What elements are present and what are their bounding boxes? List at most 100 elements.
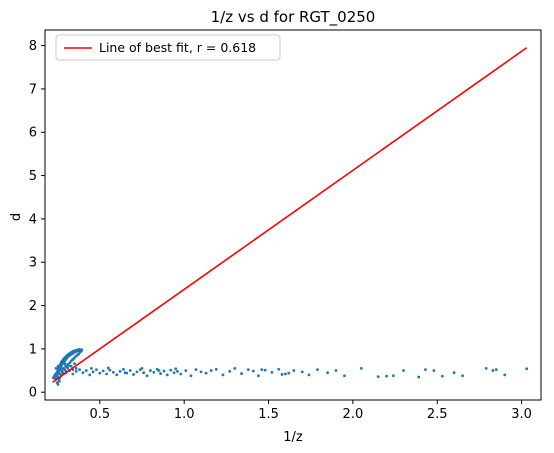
scatter-point-131: [209, 369, 213, 372]
scatter-point-20: [57, 379, 61, 383]
x-tick-label-0: 0.5: [89, 407, 110, 422]
scatter-point-143: [284, 372, 287, 376]
scatter-point-142: [277, 367, 281, 371]
scatter-point-160: [452, 371, 456, 375]
y-tick-label-5: 5: [29, 169, 37, 184]
scatter-point-103: [105, 372, 108, 376]
scatter-point-171: [106, 366, 110, 370]
scatter-point-137: [246, 368, 250, 372]
scatter-point-159: [440, 374, 444, 378]
scatter-point-11: [55, 373, 59, 377]
scatter-point-98: [88, 373, 92, 377]
scatter-point-114: [142, 371, 146, 375]
legend-entry-best-fit: Line of best fit, r = 0.618: [99, 40, 256, 55]
scatter-point-95: [78, 368, 81, 372]
scatter-point-155: [402, 369, 405, 372]
scatter-point-78: [54, 366, 58, 370]
scatter-point-146: [307, 373, 311, 377]
scatter-point-123: [172, 371, 176, 375]
y-tick-label-3: 3: [29, 256, 37, 271]
scatter-point-127: [189, 374, 193, 378]
scatter-point-119: [159, 372, 162, 375]
scatter-point-162: [484, 366, 488, 370]
scatter-point-136: [240, 372, 243, 375]
scatter-point-79: [56, 364, 60, 368]
scatter-point-141: [270, 370, 274, 374]
scatter-point-81: [59, 367, 63, 371]
scatter-point-101: [98, 371, 102, 375]
scatter-point-128: [194, 368, 198, 372]
scatter-point-100: [95, 368, 98, 372]
scatter-point-173: [140, 366, 144, 370]
scatter-point-104: [108, 368, 112, 372]
scatter-point-158: [432, 369, 436, 372]
scatter-point-157: [424, 368, 427, 372]
scatter-point-135: [233, 366, 237, 370]
scatter-point-94: [74, 370, 78, 373]
scatter-point-77: [80, 348, 84, 352]
x-tick-label-3: 2.0: [343, 407, 364, 422]
scatter-point-161: [461, 374, 464, 378]
scatter-point-148: [326, 371, 329, 375]
y-tick-label-4: 4: [29, 212, 37, 227]
scatter-point-90: [74, 366, 78, 370]
scatter-point-115: [145, 374, 149, 378]
scatter-point-117: [152, 370, 156, 374]
scatter-point-130: [204, 371, 208, 375]
scatter-point-116: [149, 369, 152, 372]
scatter-point-174: [157, 369, 161, 372]
x-tick-label-2: 1.5: [258, 407, 279, 422]
scatter-point-96: [81, 371, 85, 375]
plot-marks: [52, 47, 529, 386]
scatter-point-152: [376, 375, 380, 378]
scatter-point-151: [359, 366, 363, 370]
scatter-point-124: [176, 370, 179, 373]
scatter-point-99: [91, 370, 95, 374]
chart-title: 1/z vs d for RGT_0250: [211, 8, 376, 27]
scatter-point-132: [214, 367, 218, 371]
scatter-point-169: [260, 368, 264, 372]
legend: Line of best fit, r = 0.618: [55, 34, 281, 61]
scatter-point-83: [63, 362, 67, 366]
axes: 0.5 1.0 1.5 2.0 2.5 3.0 0 1 2 3 4 5 6 7 8: [29, 29, 542, 422]
scatter-point-147: [316, 368, 319, 372]
scatter-point-105: [111, 370, 115, 374]
y-tick-label-1: 1: [29, 342, 37, 357]
scatter-point-153: [385, 374, 389, 378]
scatter-point-89: [73, 362, 76, 366]
scatter-point-154: [391, 374, 395, 378]
legend-box: [55, 34, 281, 61]
plot-frame: [44, 29, 542, 401]
scatter-point-145: [300, 370, 304, 374]
scatter-point-139: [257, 374, 260, 378]
x-axis-label: 1/z: [283, 430, 303, 445]
scatter-point-166: [525, 367, 529, 371]
scatter-point-121: [165, 373, 169, 377]
scatter-point-134: [228, 370, 232, 373]
y-tick-label-8: 8: [29, 39, 37, 54]
y-tick-label-7: 7: [29, 82, 37, 97]
scatter-point-170: [89, 366, 93, 370]
scatter-point-108: [122, 367, 125, 371]
scatter-point-172: [123, 371, 127, 375]
scatter-point-85: [66, 366, 70, 370]
scatter-point-150: [343, 374, 346, 378]
scatter-point-110: [128, 369, 132, 372]
x-tick-label-4: 2.5: [427, 407, 448, 422]
scatter-point-133: [221, 373, 225, 377]
scatter-point-165: [503, 373, 507, 377]
x-tick-label-1: 1.0: [174, 407, 195, 422]
y-tick-label-0: 0: [29, 386, 37, 401]
scatter-point-129: [199, 370, 203, 374]
y-axis-label: d: [9, 213, 24, 221]
scatter-point-167: [287, 371, 291, 375]
scatter-point-120: [162, 369, 166, 373]
scatter-point-102: [101, 369, 105, 373]
scatter-point-50: [67, 363, 71, 367]
scatter-point-144: [292, 369, 296, 372]
scatter-point-126: [184, 369, 188, 372]
scatter-point-175: [174, 367, 178, 371]
scatter-point-97: [84, 369, 88, 372]
y-tick-label-6: 6: [29, 126, 37, 141]
